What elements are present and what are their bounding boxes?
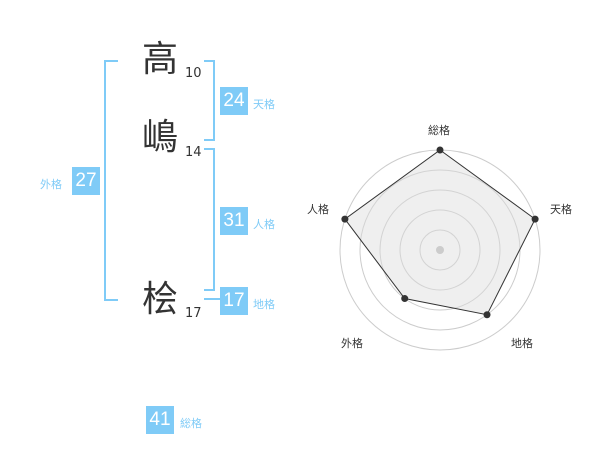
radar-point: [401, 295, 409, 303]
kanji-2: 嶋: [142, 117, 179, 158]
kanji-1: 高: [142, 39, 179, 80]
ten-bracket: [204, 60, 215, 141]
ten-label: 天格: [253, 98, 275, 111]
sou-value: 41: [146, 406, 174, 434]
sou-label: 総格: [180, 417, 202, 430]
radar-center: [436, 246, 444, 254]
strokes-1: 10: [185, 66, 202, 81]
kanji-3: 桧: [142, 279, 179, 320]
chi-value: 17: [220, 287, 248, 315]
strokes-3: 17: [185, 306, 202, 321]
gai-value: 27: [72, 167, 100, 195]
radar-point: [483, 311, 491, 319]
radar-point: [436, 146, 444, 154]
radar-ring: [419, 229, 461, 271]
chi-connector: [204, 298, 220, 300]
radar-label-jin: 人格: [307, 203, 329, 216]
chi-label: 地格: [253, 298, 275, 311]
jin-bracket: [204, 148, 215, 291]
radar-point: [531, 215, 539, 223]
radar-area: [344, 149, 536, 316]
radar-label-ten: 天格: [550, 203, 572, 216]
radar-label-gai: 外格: [341, 337, 363, 350]
strokes-2: 14: [185, 145, 202, 160]
radar-ring: [379, 189, 501, 311]
gai-label: 外格: [40, 178, 62, 191]
radar-label-chi: 地格: [511, 337, 533, 350]
gai-bracket: [104, 60, 118, 301]
radar-label-sou: 総格: [428, 124, 450, 137]
radar-point: [341, 215, 349, 223]
ten-value: 24: [220, 87, 248, 115]
jin-label: 人格: [253, 218, 275, 231]
radar-ring: [399, 209, 481, 291]
jin-value: 31: [220, 207, 248, 235]
